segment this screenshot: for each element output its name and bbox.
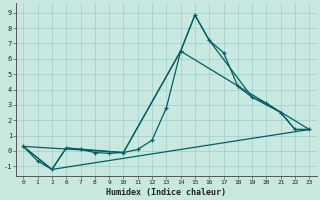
X-axis label: Humidex (Indice chaleur): Humidex (Indice chaleur)	[106, 188, 226, 197]
